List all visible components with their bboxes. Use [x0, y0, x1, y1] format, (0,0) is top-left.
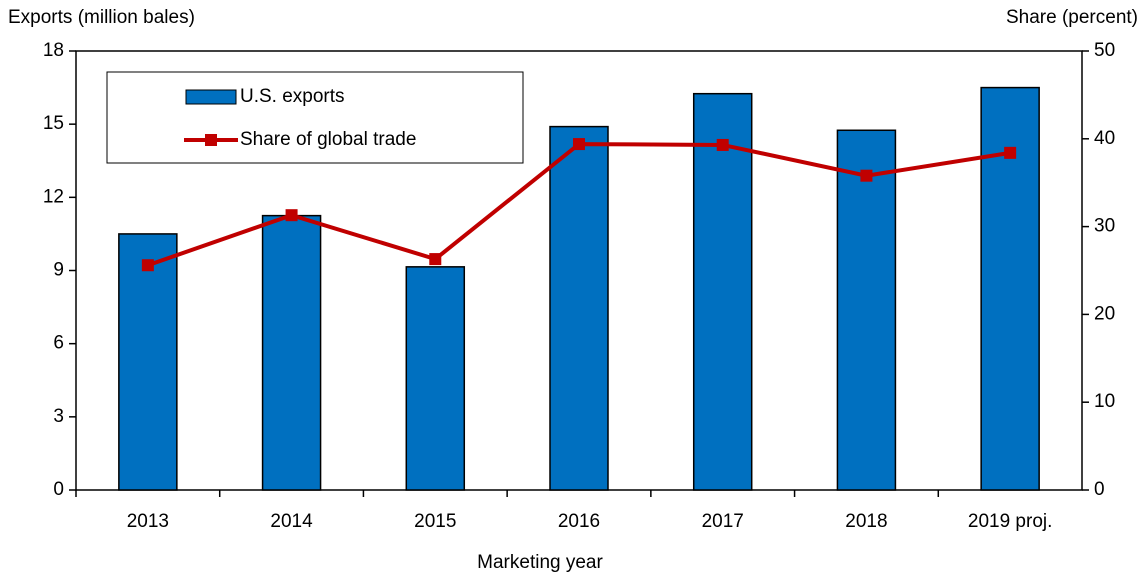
legend-box	[106, 71, 524, 164]
y-axis-title: Exports (million bales)	[8, 7, 195, 28]
x-tick-label: 2016	[558, 511, 600, 532]
legend-swatch	[185, 89, 237, 105]
bar	[692, 92, 753, 491]
y2-tick-label: 10	[1094, 391, 1115, 412]
legend-marker	[205, 134, 217, 146]
y-tick-label: 12	[43, 186, 64, 207]
y-tick-label: 18	[43, 40, 64, 61]
bar	[261, 214, 322, 491]
x-tick-label: 2014	[270, 511, 313, 532]
bar	[118, 233, 178, 491]
y-tick-label: 0	[53, 479, 64, 500]
x-tick-label: 2015	[414, 511, 456, 532]
line-marker	[141, 259, 154, 272]
y2-tick-label: 0	[1094, 479, 1105, 500]
y-tick-label: 15	[43, 113, 64, 134]
bar	[836, 129, 897, 491]
y2-axis-title: Share (percent)	[1006, 7, 1138, 28]
y2-tick-label: 30	[1094, 216, 1115, 237]
y2-tick-label: 50	[1094, 40, 1115, 61]
x-tick-label: 2019 proj.	[968, 511, 1053, 532]
x-tick-label: 2013	[127, 511, 169, 532]
y-tick-label: 3	[53, 406, 64, 427]
x-tick-label: 2018	[845, 511, 887, 532]
y-tick-label: 9	[53, 260, 64, 281]
y2-tick-label: 40	[1094, 128, 1115, 149]
x-tick-label: 2017	[702, 511, 744, 532]
legend-label: Share of global trade	[240, 129, 416, 150]
x-axis-title: Marketing year	[477, 552, 603, 573]
line-marker	[429, 253, 442, 266]
line-marker	[860, 169, 873, 182]
y-tick-label: 6	[53, 333, 64, 354]
y2-tick-label: 20	[1094, 303, 1115, 324]
bar	[405, 266, 466, 491]
line-marker	[285, 209, 298, 222]
line-marker	[1004, 146, 1017, 159]
bar	[549, 125, 609, 491]
line-marker	[573, 138, 585, 151]
line-marker	[716, 138, 729, 151]
legend-label: U.S. exports	[240, 86, 345, 107]
